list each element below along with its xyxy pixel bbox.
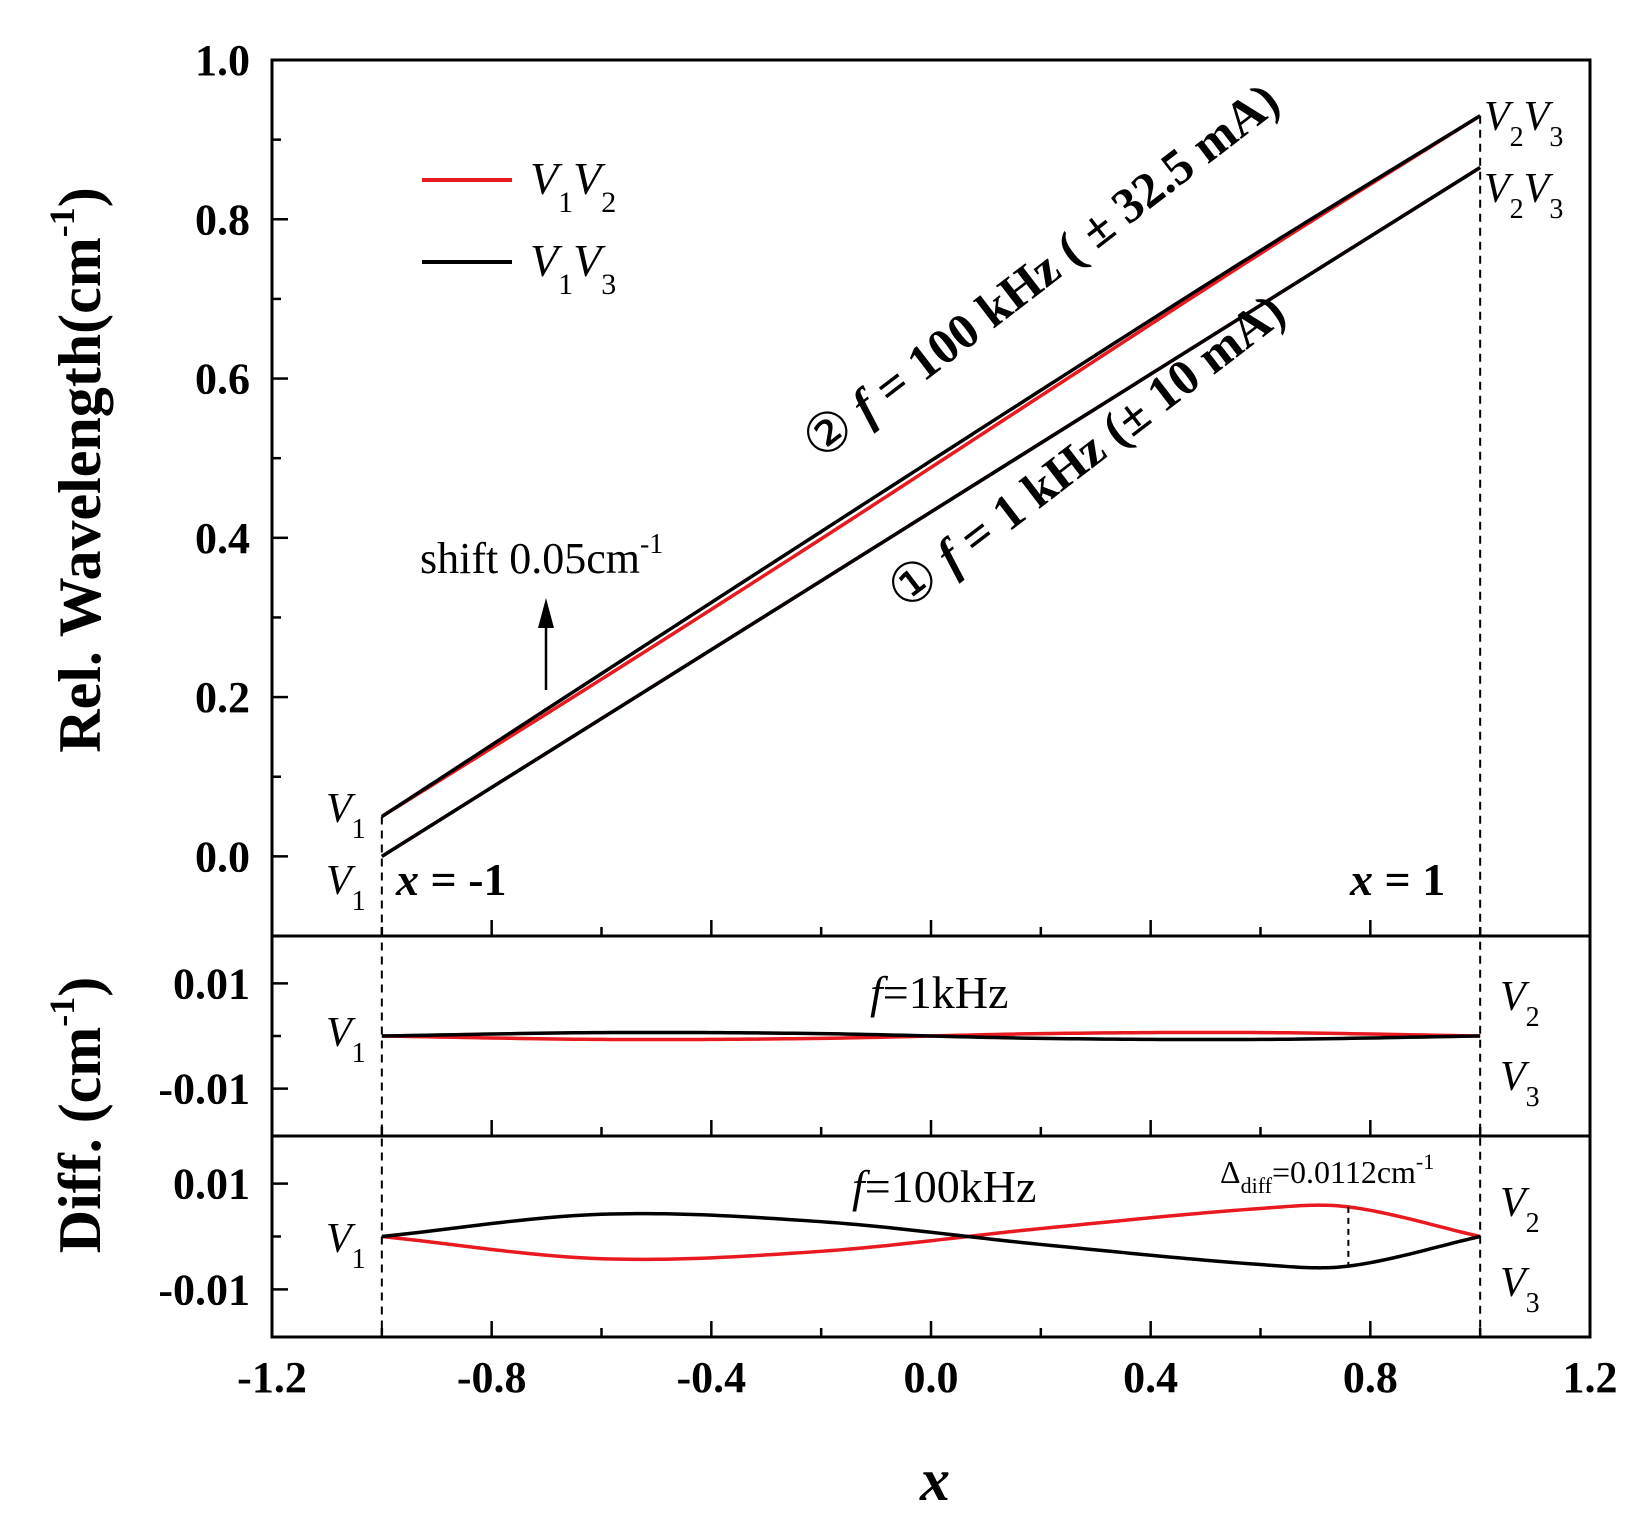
- y-tick-label-main: 0.2: [195, 673, 250, 722]
- series-line-main-3: [380, 114, 1482, 819]
- y-tick-label-diff-100kHz: 0.01: [173, 1160, 250, 1209]
- x-tick-label: -0.8: [457, 1353, 527, 1402]
- series-line-main-2: [380, 114, 1482, 819]
- series-line-main-1: [380, 166, 1482, 858]
- main-v1-lower: V1: [326, 858, 366, 917]
- diff2-v1: V1: [326, 1216, 366, 1275]
- diff2-delta-label: Δdiff=0.0112cm-1: [1220, 1149, 1434, 1198]
- x-tick-label: -0.4: [677, 1353, 747, 1402]
- legend-label-v1v2: V1V2: [530, 153, 616, 219]
- y-tick-label-main: 1.0: [195, 36, 250, 85]
- main-v2v3-lower: V2V3: [1484, 166, 1563, 225]
- y-tick-label-diff-1kHz: -0.01: [158, 1065, 250, 1114]
- y-tick-label-diff-1kHz: 0.01: [173, 959, 250, 1008]
- x-tick-label: 0.8: [1343, 1353, 1398, 1402]
- diff2-freq-label: f=100kHz: [852, 1161, 1036, 1212]
- y-tick-label-main: 0.6: [195, 355, 250, 404]
- shift-arrow-head: [538, 598, 554, 628]
- main-v2v3-upper: V2V3: [1484, 94, 1563, 153]
- diff2-v3: V3: [1500, 1260, 1540, 1319]
- diff2-v2: V2: [1500, 1180, 1540, 1239]
- main-y-axis-title: Rel. Wavelength(cm-1): [42, 187, 113, 752]
- shift-label: shift 0.05cm-1: [420, 529, 663, 583]
- x-tick-label: 0.0: [904, 1353, 959, 1402]
- series-line-diff-1kHz-1: [381, 1030, 1481, 1042]
- x-left-label: x = -1: [395, 854, 507, 905]
- x-tick-label: 0.4: [1123, 1353, 1178, 1402]
- diff-y-axis-title: Diff. (cm-1): [42, 977, 113, 1254]
- y-tick-label-main: 0.4: [195, 514, 250, 563]
- legend: V1V2 V1V3: [422, 153, 616, 301]
- curve2-label: ②f = 100 kHz ( ± 32.5 mA): [791, 69, 1290, 471]
- x-tick-label: 1.2: [1563, 1353, 1618, 1402]
- legend-label-v1v3: V1V3: [530, 235, 616, 301]
- diff1-v2: V2: [1500, 974, 1540, 1033]
- diff1-v3: V3: [1500, 1054, 1540, 1113]
- y-tick-label-main: 0.0: [195, 832, 250, 881]
- panel-frame-main: [270, 58, 1592, 938]
- main-v1-upper: V1: [326, 786, 366, 845]
- diff1-v1: V1: [326, 1010, 366, 1069]
- y-tick-label-main: 0.8: [195, 195, 250, 244]
- y-tick-label-diff-100kHz: -0.01: [158, 1265, 250, 1314]
- x-right-label: x = 1: [1349, 854, 1445, 905]
- x-tick-label: -1.2: [237, 1353, 307, 1402]
- diff1-freq-label: f=1kHz: [870, 967, 1008, 1018]
- x-axis-title: x: [919, 1447, 950, 1513]
